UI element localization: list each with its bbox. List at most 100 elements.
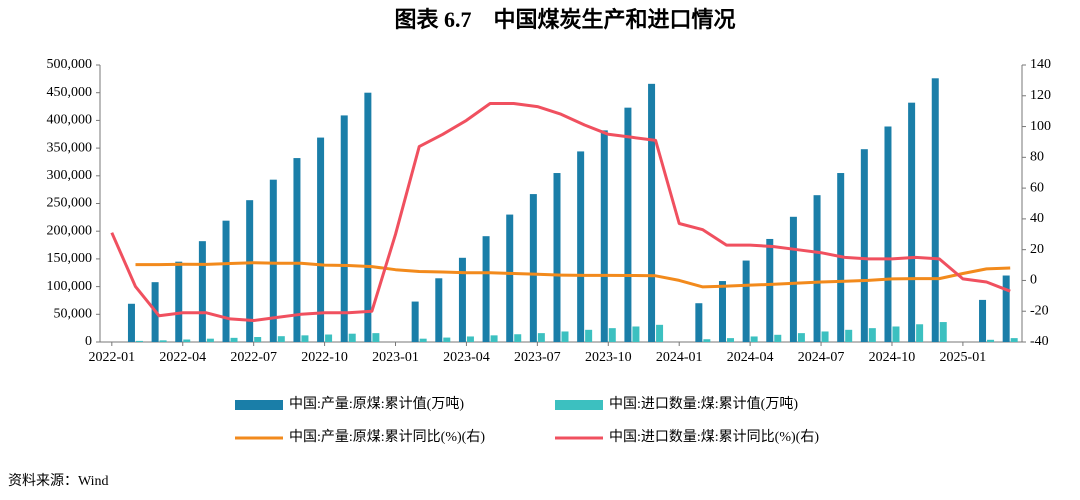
bar [506, 214, 514, 342]
bar [600, 130, 608, 342]
bar [135, 340, 143, 342]
bar [348, 333, 356, 342]
bar [364, 92, 372, 342]
bar [884, 126, 892, 342]
y-tick-label: 250,000 [47, 196, 93, 211]
x-tick-label: 2024-10 [869, 350, 916, 365]
bar [656, 324, 664, 342]
bar [301, 335, 309, 342]
x-tick-label: 2023-01 [372, 350, 419, 365]
bar [183, 339, 191, 342]
bar [726, 338, 734, 342]
line [135, 261, 1011, 289]
bar [1002, 275, 1010, 342]
bar [931, 78, 939, 343]
bar [1010, 338, 1018, 342]
bar [916, 324, 924, 342]
x-tick-label: 2024-04 [727, 350, 774, 365]
bar [269, 179, 277, 342]
y-tick-label: 100,000 [47, 279, 93, 294]
bar [466, 336, 474, 342]
bar [529, 194, 537, 342]
bar [254, 337, 262, 342]
y2-tick-label: 120 [1030, 88, 1051, 103]
y-tick-label: 0 [85, 334, 92, 349]
bar [821, 331, 829, 342]
bar [159, 340, 167, 342]
bar [175, 261, 183, 342]
bar [695, 303, 703, 342]
bar [293, 158, 301, 342]
bar [246, 200, 254, 342]
bar [750, 336, 758, 342]
bar [482, 236, 490, 342]
y2-tick-label: 0 [1030, 273, 1037, 288]
y-tick-label: 400,000 [47, 113, 93, 128]
bar [860, 149, 868, 342]
bar [490, 335, 498, 342]
source-note: 资料来源：Wind [8, 473, 109, 489]
x-tick-label: 2025-01 [940, 350, 987, 365]
legend-label: 中国:产量:原煤:累计同比(%)(右) [289, 429, 485, 445]
bar [435, 278, 443, 342]
y-tick-label: 200,000 [47, 223, 93, 238]
bar [206, 338, 214, 342]
bar [718, 281, 726, 342]
y2-tick-label: 60 [1030, 180, 1044, 195]
bar [514, 334, 522, 342]
bar [797, 333, 805, 342]
x-tick-label: 2023-04 [443, 350, 490, 365]
bar [419, 338, 427, 342]
x-tick-label: 2022-07 [230, 350, 277, 365]
y2-tick-label: -40 [1030, 334, 1049, 349]
bar [939, 322, 947, 342]
bar [222, 220, 230, 342]
bar [648, 83, 656, 342]
legend-swatch [235, 400, 283, 410]
bar [789, 216, 797, 342]
bar [813, 195, 821, 342]
x-tick-label: 2022-10 [301, 350, 348, 365]
bar [561, 331, 569, 342]
bar [585, 329, 593, 342]
bar [632, 326, 640, 342]
bar [458, 257, 466, 342]
bar [868, 328, 876, 342]
bar [742, 260, 750, 342]
bar [774, 334, 782, 342]
bar [277, 336, 285, 342]
y-tick-label: 350,000 [47, 140, 93, 155]
bar [979, 299, 987, 342]
y-tick-label: 50,000 [54, 307, 93, 322]
y2-tick-label: -20 [1030, 303, 1049, 318]
x-tick-label: 2023-10 [585, 350, 632, 365]
bar [411, 301, 419, 342]
bar [443, 337, 451, 342]
x-tick-label: 2024-01 [656, 350, 703, 365]
bar [553, 173, 561, 342]
bar [908, 102, 916, 342]
y-tick-label: 450,000 [47, 85, 93, 100]
bar [537, 333, 545, 342]
legend-label: 中国:进口数量:煤:累计同比(%)(右) [609, 429, 819, 445]
y2-tick-label: 100 [1030, 119, 1051, 134]
bar [987, 339, 995, 342]
legend-swatch [555, 400, 603, 410]
bar [845, 329, 853, 342]
legend-label: 中国:产量:原煤:累计值(万吨) [289, 396, 464, 412]
x-tick-label: 2022-04 [159, 350, 206, 365]
bar [230, 337, 238, 342]
bar [198, 241, 206, 342]
y-tick-label: 150,000 [47, 251, 93, 266]
x-tick-label: 2023-07 [514, 350, 561, 365]
bar [766, 238, 774, 342]
bar [703, 339, 711, 342]
y-tick-label: 300,000 [47, 168, 93, 183]
bar [325, 334, 333, 342]
bar [624, 107, 632, 343]
y2-tick-label: 140 [1030, 57, 1051, 72]
bar [340, 115, 348, 342]
y2-tick-label: 20 [1030, 242, 1044, 257]
chart-title: 图表 6.7 中国煤炭生产和进口情况 [394, 7, 735, 32]
